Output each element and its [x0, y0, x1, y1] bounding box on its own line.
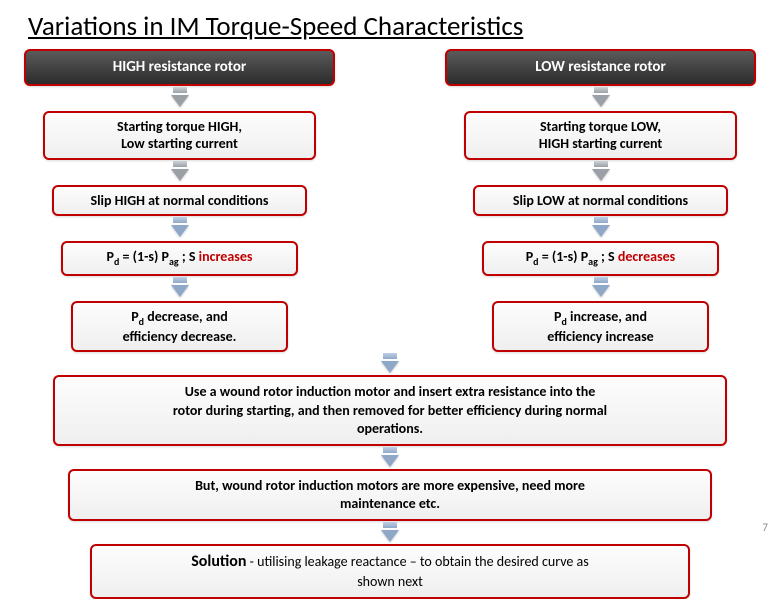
- arrow-down-icon: [171, 161, 189, 183]
- highlight-text: increases: [199, 248, 253, 265]
- text: P: [131, 308, 138, 325]
- highlight-text: decreases: [618, 248, 675, 265]
- text: maintenance etc.: [340, 495, 440, 512]
- diagram-content: HIGH resistance rotor Starting torque HI…: [0, 49, 780, 599]
- arrow-down-icon: [592, 217, 610, 239]
- right-row4-box: Pd increase, and efficiency increase: [492, 301, 710, 353]
- arrow-down-icon: [592, 277, 610, 299]
- right-row3-box: Pd = (1-s) Pag ; S decreases: [482, 241, 718, 275]
- arrow-down-icon: [24, 353, 756, 373]
- text: Starting torque LOW,: [540, 118, 661, 135]
- arrow-down-icon: [171, 87, 189, 109]
- text: - utilising leakage reactance – to obtai…: [246, 553, 588, 570]
- arrow-down-icon: [24, 447, 756, 467]
- text: But, wound rotor induction motors are mo…: [195, 477, 585, 494]
- text: ; S: [598, 248, 618, 265]
- text: increase, and: [567, 308, 647, 325]
- arrow-down-icon: [24, 522, 756, 542]
- left-row2-box: Slip HIGH at normal conditions: [52, 185, 307, 217]
- merged-box-1: Use a wound rotor induction motor and in…: [53, 375, 726, 446]
- page-title: Variations in IM Torque-Speed Characteri…: [0, 0, 780, 49]
- left-column: HIGH resistance rotor Starting torque HI…: [24, 49, 335, 352]
- right-header-box: LOW resistance rotor: [445, 49, 756, 86]
- merged-box-2: But, wound rotor induction motors are mo…: [68, 469, 712, 521]
- merged-box-3: Solution - utilising leakage reactance –…: [90, 544, 690, 599]
- left-row3-box: Pd = (1-s) Pag ; S increases: [61, 241, 297, 275]
- text: rotor during starting, and then removed …: [173, 402, 607, 419]
- arrow-down-icon: [171, 217, 189, 239]
- arrow-down-icon: [592, 87, 610, 109]
- text: efficiency increase: [547, 328, 653, 345]
- left-row1-box: Starting torque HIGH, Low starting curre…: [43, 111, 317, 160]
- text: operations.: [357, 420, 423, 437]
- text: shown next: [357, 573, 423, 590]
- text: HIGH starting current: [539, 135, 662, 152]
- right-row1-box: Starting torque LOW, HIGH starting curre…: [464, 111, 738, 160]
- text: Starting torque HIGH,: [117, 118, 242, 135]
- arrow-down-icon: [592, 161, 610, 183]
- text: = (1-s) P: [539, 248, 589, 265]
- arrow-down-icon: [171, 277, 189, 299]
- left-header-box: HIGH resistance rotor: [24, 49, 335, 86]
- subscript: ag: [169, 255, 179, 268]
- right-row2-box: Slip LOW at normal conditions: [473, 185, 728, 217]
- subscript: ag: [588, 255, 598, 268]
- text: efficiency decrease.: [123, 328, 237, 345]
- text: Use a wound rotor induction motor and in…: [185, 383, 596, 400]
- solution-label: Solution: [191, 552, 246, 571]
- right-column: LOW resistance rotor Starting torque LOW…: [445, 49, 756, 352]
- text: decrease, and: [144, 308, 228, 325]
- text: Low starting current: [121, 135, 238, 152]
- text: P: [107, 248, 114, 265]
- left-row4-box: Pd decrease, and efficiency decrease.: [71, 301, 289, 353]
- text: = (1-s) P: [119, 248, 169, 265]
- slide-number: 7: [762, 521, 768, 534]
- two-column-region: HIGH resistance rotor Starting torque HI…: [24, 49, 756, 352]
- text: ; S: [179, 248, 199, 265]
